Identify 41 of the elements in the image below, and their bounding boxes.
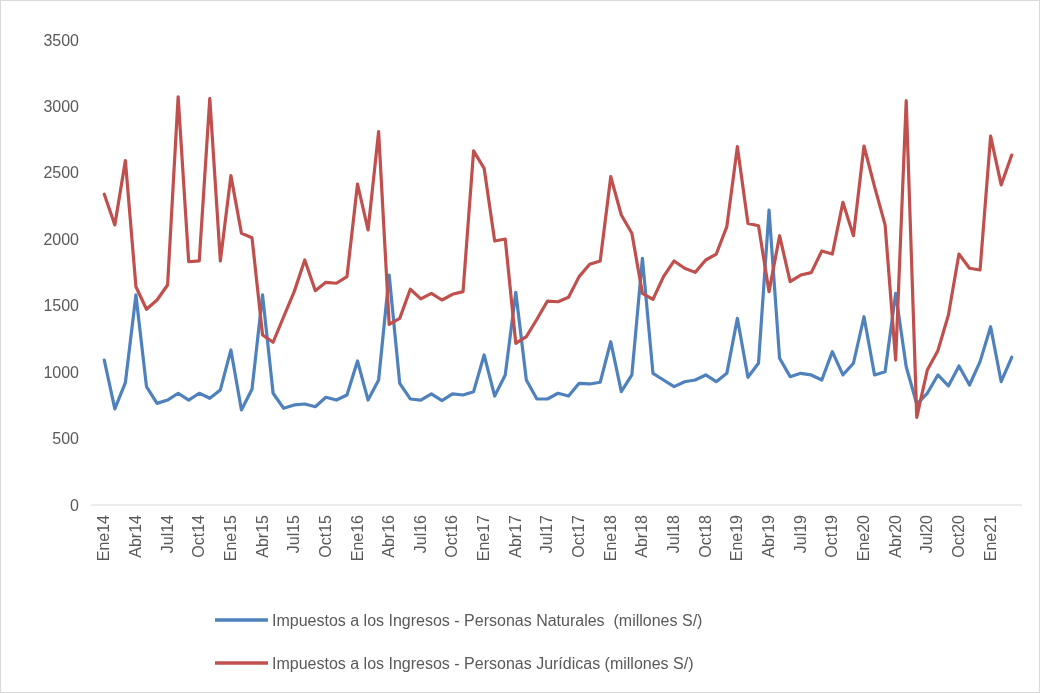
x-tick-label: Jul20 (918, 514, 936, 554)
x-tick-label: Ene17 (475, 514, 493, 562)
x-tick-label: Abr15 (253, 514, 271, 558)
x-tick-label: Oct15 (316, 514, 334, 558)
y-tick-label: 3500 (43, 31, 80, 49)
x-tick-label: Oct16 (443, 514, 461, 558)
y-tick-label: 2000 (43, 230, 80, 248)
x-tick-label: Jul15 (285, 514, 303, 554)
y-tick-label: 500 (52, 430, 80, 448)
legend-label: Impuestos a los Ingresos - Personas Jurídicas (millones S/) (272, 654, 694, 672)
x-tick-label: Jul19 (791, 514, 809, 554)
x-tick-label: Jul17 (538, 514, 556, 554)
x-tick-label: Abr14 (126, 514, 144, 558)
x-tick-label: Abr19 (760, 514, 778, 558)
x-tick-label: Ene14 (95, 514, 113, 562)
y-tick-label: 3000 (43, 98, 80, 116)
x-tick-label: Ene20 (855, 514, 872, 562)
x-tick-label: Abr20 (886, 514, 904, 558)
x-tick-label: Abr17 (506, 514, 524, 558)
x-tick-label: Oct14 (190, 514, 208, 558)
x-tick-label: Jul16 (411, 514, 429, 554)
y-tick-label: 2500 (43, 164, 80, 182)
line-series (102, 208, 1014, 412)
legend-label: Impuestos a los Ingresos - Personas Naturales (millones S/) (272, 611, 703, 629)
x-tick-label: Jul14 (158, 514, 176, 554)
y-tick-label: 0 (70, 496, 80, 514)
x-tick-label: Oct18 (696, 514, 714, 558)
x-tick-label: Ene15 (221, 514, 239, 562)
y-tick-label: 1000 (43, 363, 80, 381)
x-tick-label: Oct19 (823, 514, 841, 558)
x-tick-label: Ene19 (728, 514, 746, 562)
x-tick-label: Abr18 (633, 514, 651, 558)
x-tick-label: Ene21 (981, 514, 999, 562)
x-tick-label: Jul18 (665, 514, 683, 554)
x-tick-label: Oct17 (570, 514, 588, 558)
y-tick-label: 1500 (43, 297, 80, 315)
x-tick-label: Ene18 (601, 514, 619, 562)
line-series (102, 95, 1014, 419)
x-tick-label: Ene16 (348, 514, 366, 562)
x-tick-label: Abr16 (380, 514, 398, 558)
x-tick-label: Oct20 (949, 514, 967, 558)
